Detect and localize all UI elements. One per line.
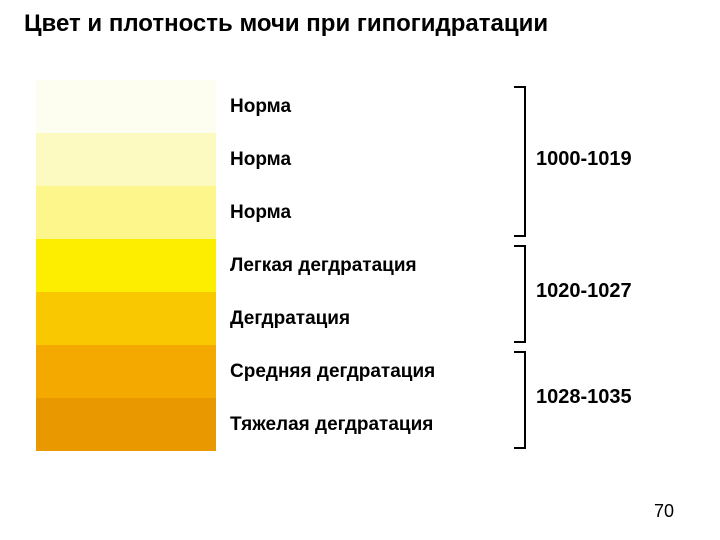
group-bracket bbox=[514, 245, 526, 343]
color-swatch bbox=[36, 398, 216, 451]
color-swatch bbox=[36, 133, 216, 186]
page-title: Цвет и плотность мочи при гипогидратации bbox=[24, 10, 696, 38]
color-swatch bbox=[36, 345, 216, 398]
row-label: Легкая дегдратация bbox=[230, 255, 417, 277]
color-swatch bbox=[36, 292, 216, 345]
group-bracket bbox=[514, 351, 526, 449]
group-bracket bbox=[514, 86, 526, 237]
color-swatch bbox=[36, 80, 216, 133]
row-label: Норма bbox=[230, 149, 291, 171]
chart-row: Норма bbox=[36, 80, 676, 133]
color-swatch bbox=[36, 186, 216, 239]
page-number: 70 bbox=[654, 501, 674, 522]
row-label: Норма bbox=[230, 202, 291, 224]
density-range: 1020-1027 bbox=[536, 280, 632, 303]
density-range: 1028-1035 bbox=[536, 386, 632, 409]
row-label: Норма bbox=[230, 96, 291, 118]
row-label: Тяжелая дегдратация bbox=[230, 414, 433, 436]
color-swatch bbox=[36, 239, 216, 292]
chart-row: Норма bbox=[36, 186, 676, 239]
row-label: Средняя дегдратация bbox=[230, 361, 435, 383]
row-label: Дегдратация bbox=[230, 308, 350, 330]
density-range: 1000-1019 bbox=[536, 148, 632, 171]
